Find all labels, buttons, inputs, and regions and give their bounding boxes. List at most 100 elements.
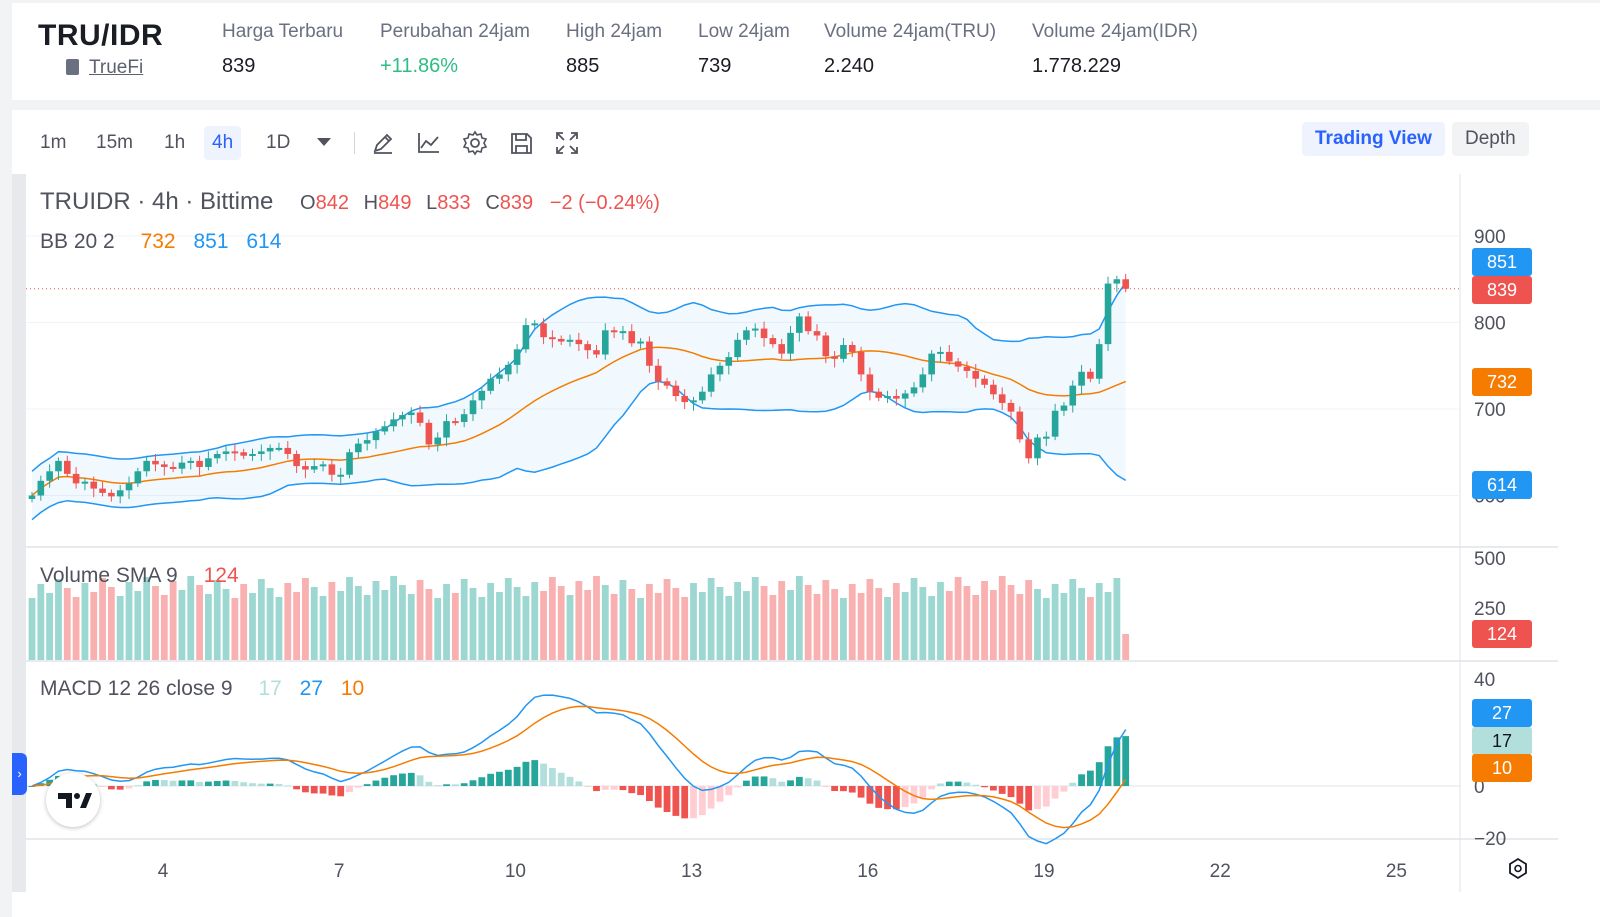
candle-body — [240, 452, 247, 456]
volume-bar — [690, 583, 697, 660]
candle-body — [813, 331, 821, 336]
candle — [328, 459, 336, 482]
macd-histogram-bar — [346, 786, 353, 793]
candle-body — [716, 365, 724, 375]
candle — [593, 344, 600, 358]
stat-change-24h: Perubahan 24jam +11.86% — [380, 21, 530, 78]
macd-histogram-bar — [813, 780, 821, 786]
timeframe-4h[interactable]: 4h — [204, 126, 242, 160]
volume-bar — [240, 584, 248, 660]
macd-histogram-bar — [1095, 762, 1103, 786]
pencil-icon[interactable] — [368, 128, 398, 158]
candle-body — [884, 396, 891, 399]
timeframe-1d[interactable]: 1D — [266, 132, 291, 153]
save-icon[interactable] — [506, 128, 536, 158]
candle — [161, 460, 168, 476]
stat-label: High 24jam — [566, 21, 663, 42]
timeframe-15m[interactable]: 15m — [96, 132, 133, 153]
candle-body — [363, 440, 371, 444]
volume-bar — [901, 592, 909, 660]
volume-bar — [196, 585, 203, 660]
candle-body — [637, 341, 644, 344]
tradingview-logo[interactable] — [46, 773, 100, 827]
candle — [972, 364, 980, 388]
timeframe-1h[interactable]: 1h — [164, 132, 186, 153]
volume-bar — [875, 588, 883, 660]
candle — [108, 489, 115, 502]
tv-icon — [58, 793, 92, 808]
candle-body — [390, 419, 397, 427]
macd-histogram-bar — [593, 786, 600, 792]
candle — [1069, 380, 1077, 413]
macd-histogram-bar — [584, 786, 592, 787]
time-tick-label: 22 — [1210, 861, 1231, 882]
stat-label: Volume 24jam(IDR) — [1032, 21, 1198, 42]
macd-histogram-bar — [787, 780, 794, 786]
candle — [628, 324, 636, 347]
volume-bar — [487, 583, 495, 660]
candle — [346, 448, 353, 479]
candle — [1095, 338, 1103, 384]
candle — [610, 326, 618, 339]
volume-bar — [972, 595, 980, 660]
volume-bar — [681, 597, 689, 660]
macd-histogram-bar — [513, 766, 521, 786]
macd-histogram-bar — [231, 780, 239, 786]
candle — [998, 387, 1006, 410]
volume-bar — [257, 579, 265, 660]
candle — [707, 367, 715, 397]
chevron-down-icon[interactable] — [317, 138, 331, 146]
macd-histogram-bar — [372, 780, 380, 786]
macd-histogram-bar — [390, 775, 398, 786]
candle-body — [1043, 436, 1050, 439]
candle-body — [143, 460, 150, 472]
candle — [893, 389, 900, 406]
time-tick-label: 25 — [1386, 861, 1407, 882]
candle — [28, 492, 36, 503]
coin-name[interactable]: TrueFi — [89, 57, 144, 78]
price-tick-label: 700 — [1474, 400, 1506, 421]
volume-bar — [354, 586, 362, 660]
stat-volume-tru: Volume 24jam(TRU) 2.240 — [824, 21, 996, 78]
timeframe-1m[interactable]: 1m — [40, 132, 67, 153]
volume-bar — [884, 597, 891, 660]
volume-bar — [478, 597, 486, 660]
candle — [399, 411, 406, 427]
chevron-right-icon[interactable]: › — [12, 753, 27, 795]
macd-histogram-bar — [945, 781, 953, 786]
volume-bar — [734, 582, 741, 660]
trading-view-button[interactable]: Trading View — [1302, 122, 1445, 156]
candle — [1007, 399, 1015, 421]
candle-body — [355, 443, 362, 453]
volume-bar — [646, 584, 653, 660]
macd-histogram-bar — [275, 783, 283, 786]
symbol-label: TRUIDR · 4h · Bittime — [40, 188, 274, 215]
macd-histogram-bar — [487, 773, 495, 786]
macd-histogram-bar — [196, 781, 203, 786]
indicator-icon[interactable] — [414, 128, 444, 158]
macd-histogram-bar — [637, 786, 644, 796]
macd-histogram-bar — [734, 786, 741, 788]
depth-button[interactable]: Depth — [1452, 122, 1529, 156]
candle — [831, 351, 838, 368]
candle — [372, 428, 380, 449]
candle — [981, 375, 988, 389]
candle — [169, 461, 177, 473]
candle — [319, 460, 327, 472]
candle-body — [1025, 439, 1032, 459]
macd-badge: 27 — [1472, 699, 1532, 727]
candle-body — [90, 481, 98, 489]
fullscreen-icon[interactable] — [552, 128, 582, 158]
macd-histogram-bar — [451, 784, 459, 786]
gear-icon[interactable] — [460, 128, 490, 158]
macd-histogram-bar — [963, 782, 971, 786]
coin-link[interactable]: TrueFi — [66, 57, 143, 79]
volume-bar — [593, 576, 600, 660]
candle-body — [275, 447, 283, 450]
macd-histogram-bar — [496, 771, 503, 786]
candle-body — [302, 466, 309, 470]
macd-histogram-bar — [160, 779, 168, 786]
candle — [425, 419, 433, 450]
candle — [81, 478, 89, 491]
